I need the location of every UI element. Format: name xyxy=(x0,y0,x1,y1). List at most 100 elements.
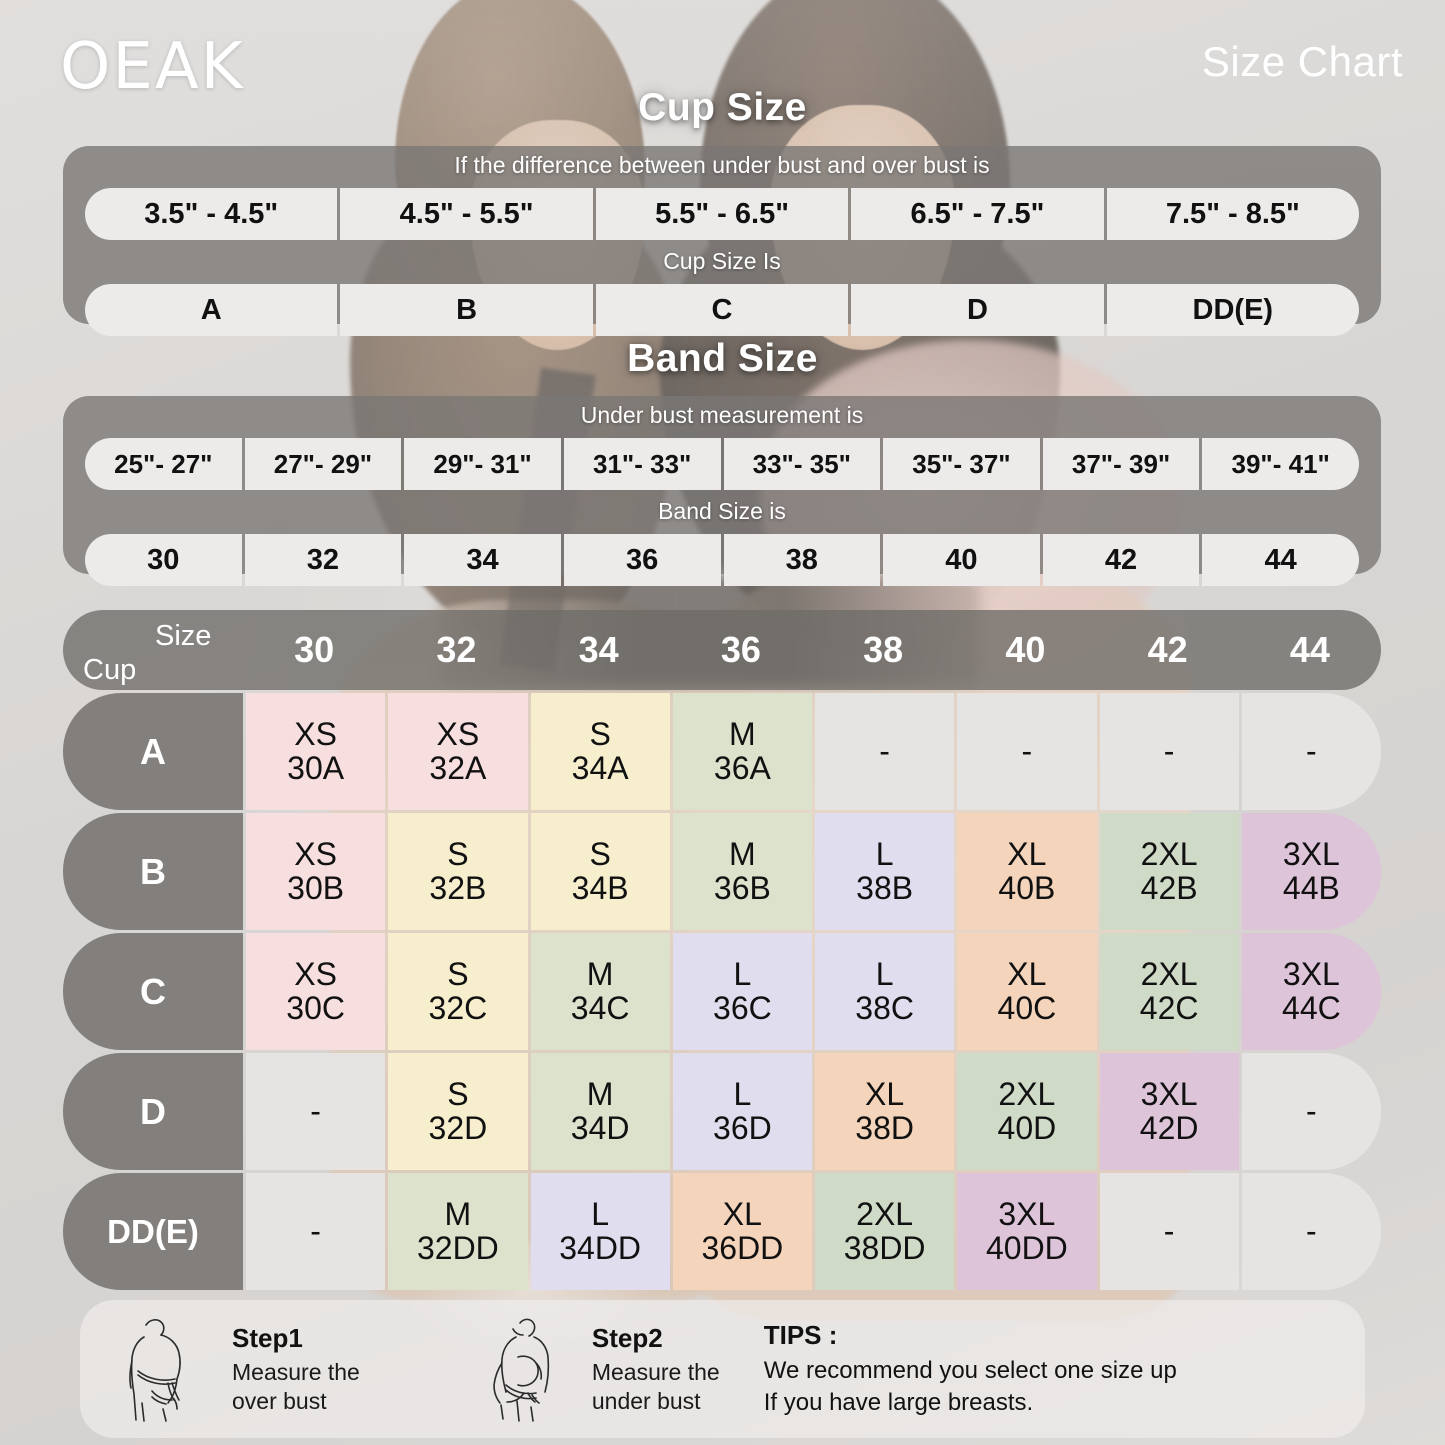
cell-size-code: 38D xyxy=(855,1109,914,1146)
cup-letter-cell-3: D xyxy=(851,284,1104,336)
band-range-cell-7: 39"- 41" xyxy=(1202,438,1359,490)
cell-size-label: XS xyxy=(294,835,337,872)
matrix-cell-A-42: - xyxy=(1099,693,1239,810)
cell-size-label: 2XL xyxy=(1140,955,1198,992)
cup-letter-cell-0: A xyxy=(85,284,338,336)
matrix-row-A: A XS 30A XS 32A S 34A M 36A - - - - xyxy=(63,693,1381,810)
matrix-row-header-DD(E): DD(E) xyxy=(63,1173,243,1290)
band-range-row: 25"- 27" 27"- 29" 29"- 31" 31"- 33" 33"- 35"… xyxy=(63,438,1381,490)
matrix-cell-A-40: - xyxy=(957,693,1097,810)
cell-size-code: 36DD xyxy=(701,1229,784,1266)
step2-line1: Measure the xyxy=(591,1358,720,1385)
corner-label-size: Size xyxy=(155,620,212,652)
band-size-panel: Under bust measurement is 25"- 27" 27"- 2… xyxy=(63,396,1381,586)
cup-range-cell-3: 6.5" - 7.5" xyxy=(851,188,1104,240)
cell-size-label: XS xyxy=(294,955,337,992)
matrix-cell-D-34: M 34D xyxy=(530,1053,670,1170)
cell-size-label: S xyxy=(447,835,469,872)
cell-size-code: 36D xyxy=(713,1109,772,1146)
tips-title: TIPS : xyxy=(763,1320,838,1351)
cell-size-code: 42C xyxy=(1139,989,1199,1026)
matrix-row-D: D - S 32D M 34D L 36D XL 38D 2XL 40D 3XL 42D - xyxy=(63,1053,1381,1170)
cell-size-code: 34C xyxy=(570,989,630,1026)
cell-size-label: M xyxy=(444,1195,472,1232)
matrix-col-header-38: 38 xyxy=(863,629,904,670)
cell-size-label: M xyxy=(729,715,756,752)
band-number-cell-0: 30 xyxy=(85,534,242,586)
cell-size-label: M xyxy=(729,835,756,872)
cup-size-title: Cup Size xyxy=(638,86,807,129)
matrix-cell-C-36: L 36C xyxy=(672,933,812,1050)
cell-size-label: - xyxy=(1306,1212,1317,1249)
cell-size-label: 2XL xyxy=(998,1075,1056,1112)
matrix-col-header-40: 40 xyxy=(1005,629,1046,670)
band-number-cell-3: 36 xyxy=(563,534,721,586)
matrix-cell-DD(E)-36: XL 36DD xyxy=(672,1173,812,1290)
cell-size-code: 32D xyxy=(428,1109,488,1146)
matrix-col-header-32: 32 xyxy=(436,629,477,670)
matrix-cell-C-44: 3XL 44C xyxy=(1241,933,1381,1050)
cell-size-label: 3XL xyxy=(1140,1075,1198,1112)
matrix-cell-DD(E)-44: - xyxy=(1241,1173,1381,1290)
matrix-cell-DD(E)-42: - xyxy=(1099,1173,1239,1290)
matrix-cell-B-30: XS 30B xyxy=(246,813,386,930)
cell-size-label: - xyxy=(879,732,890,769)
cell-size-code: 32B xyxy=(429,869,487,906)
cup-letter-cell-4: DD(E) xyxy=(1106,284,1360,336)
matrix-col-header-34: 34 xyxy=(578,629,619,670)
matrix-col-header-36: 36 xyxy=(720,629,761,670)
cell-size-label: M xyxy=(586,955,614,992)
cell-size-code: 32C xyxy=(428,989,488,1026)
cell-size-label: 3XL xyxy=(998,1195,1056,1232)
cell-size-code: 34B xyxy=(571,869,629,906)
matrix-cell-DD(E)-30: - xyxy=(246,1173,386,1290)
matrix-cell-D-30: - xyxy=(246,1053,386,1170)
cell-size-label: L xyxy=(733,1075,752,1112)
band-number-cell-2: 34 xyxy=(404,534,561,586)
matrix-cell-B-36: M 36B xyxy=(672,813,812,930)
matrix-cell-B-38: L 38B xyxy=(815,813,955,930)
band-caption-top: Under bust measurement is xyxy=(580,402,864,428)
band-range-cell-4: 33"- 35" xyxy=(723,438,881,490)
footer-bar: Step1 Measure the over bust xyxy=(80,1300,1365,1438)
cell-size-code: 36A xyxy=(713,749,771,786)
matrix-row-header-A: A xyxy=(63,693,243,810)
cell-size-label: - xyxy=(1306,1092,1317,1129)
matrix-row-header-B: B xyxy=(63,813,243,930)
cell-size-label: - xyxy=(1306,732,1317,769)
band-range-cell-3: 31"- 33" xyxy=(563,438,721,490)
cup-letter-row: A B C D DD(E) xyxy=(63,284,1381,336)
step1-block: Step1 Measure the over bust xyxy=(108,1313,360,1425)
matrix-cell-A-44: - xyxy=(1241,693,1381,810)
cell-size-label: - xyxy=(310,1212,321,1249)
matrix-corner-cell: Size Cup xyxy=(63,610,243,690)
brand-logo: OEAK xyxy=(60,30,245,104)
cell-size-code: 40B xyxy=(998,869,1056,906)
matrix-cell-A-32: XS 32A xyxy=(388,693,528,810)
matrix-cell-C-34: M 34C xyxy=(530,933,670,1050)
cell-size-code: 36C xyxy=(713,989,772,1026)
matrix-cell-C-38: L 38C xyxy=(815,933,955,1050)
matrix-cell-D-38: XL 38D xyxy=(815,1053,955,1170)
cup-letter-cell-2: C xyxy=(595,284,849,336)
matrix-cell-B-34: S 34B xyxy=(530,813,670,930)
cell-size-label: XL xyxy=(1007,955,1047,992)
cell-size-code: 40D xyxy=(997,1109,1057,1146)
band-number-cell-4: 38 xyxy=(723,534,881,586)
cell-size-code: 32A xyxy=(429,749,487,786)
cell-size-label: S xyxy=(589,835,611,872)
band-caption-mid: Band Size is xyxy=(658,498,786,524)
cell-size-label: XL xyxy=(1007,835,1047,872)
cell-size-label: S xyxy=(589,715,611,752)
cell-size-label: 2XL xyxy=(1140,835,1198,872)
band-size-title: Band Size xyxy=(627,337,818,380)
matrix-cell-A-30: XS 30A xyxy=(246,693,386,810)
cell-size-label: XS xyxy=(294,715,337,752)
cell-size-label: S xyxy=(447,1075,469,1112)
matrix-cell-D-32: S 32D xyxy=(388,1053,528,1170)
cell-size-code: 34DD xyxy=(559,1229,642,1266)
cell-size-label: S xyxy=(447,955,469,992)
matrix-cell-D-44: - xyxy=(1241,1053,1381,1170)
cell-size-code: 42D xyxy=(1139,1109,1199,1146)
cell-size-label: - xyxy=(1163,732,1175,769)
